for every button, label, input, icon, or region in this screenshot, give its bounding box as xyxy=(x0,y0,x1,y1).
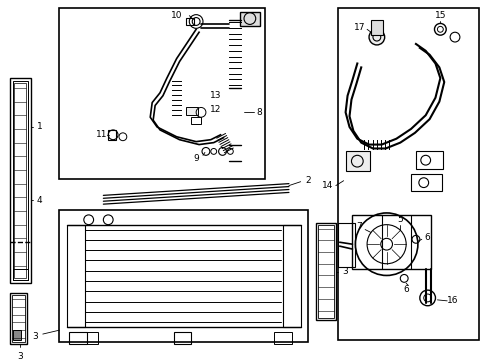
Bar xyxy=(59,8,264,179)
Text: 13: 13 xyxy=(209,91,221,100)
Circle shape xyxy=(368,29,384,45)
Bar xyxy=(13,81,28,280)
Bar xyxy=(12,295,25,342)
Text: 3: 3 xyxy=(342,267,348,276)
Bar xyxy=(59,210,308,342)
Text: 6: 6 xyxy=(424,233,429,242)
Text: 8: 8 xyxy=(256,108,262,117)
Bar xyxy=(337,8,478,340)
Bar xyxy=(13,269,28,280)
Text: 7: 7 xyxy=(356,222,362,231)
Bar xyxy=(108,130,116,140)
Text: 17: 17 xyxy=(353,23,364,32)
Text: 12: 12 xyxy=(209,105,221,114)
Text: 4: 4 xyxy=(37,196,42,205)
Bar xyxy=(10,293,27,344)
Bar xyxy=(283,225,300,327)
Text: 6: 6 xyxy=(403,285,408,294)
Text: 3: 3 xyxy=(18,352,23,360)
Text: 14: 14 xyxy=(322,181,333,190)
Bar xyxy=(186,107,198,115)
Bar xyxy=(410,174,442,192)
Bar xyxy=(173,332,191,344)
Bar xyxy=(14,330,21,340)
Bar xyxy=(337,223,355,267)
Bar xyxy=(10,78,31,283)
Bar xyxy=(86,332,98,344)
Bar xyxy=(67,225,84,327)
Text: 11: 11 xyxy=(96,130,107,139)
Text: 16: 16 xyxy=(447,296,458,305)
Text: 9: 9 xyxy=(193,154,199,163)
Bar xyxy=(316,223,335,320)
Text: 10: 10 xyxy=(170,11,182,20)
Bar xyxy=(274,332,291,344)
Bar xyxy=(240,12,259,26)
Bar xyxy=(345,152,369,171)
Bar xyxy=(15,83,26,278)
Bar xyxy=(370,19,382,35)
Bar xyxy=(352,215,430,269)
Bar xyxy=(415,152,443,169)
Bar xyxy=(191,117,201,124)
Text: 5: 5 xyxy=(397,215,402,224)
Text: 1: 1 xyxy=(37,122,42,131)
Text: 3: 3 xyxy=(32,333,38,342)
Text: 2: 2 xyxy=(305,176,311,185)
Bar xyxy=(186,18,194,26)
Text: 15: 15 xyxy=(434,11,445,20)
Bar xyxy=(318,225,333,319)
Bar xyxy=(69,332,86,344)
